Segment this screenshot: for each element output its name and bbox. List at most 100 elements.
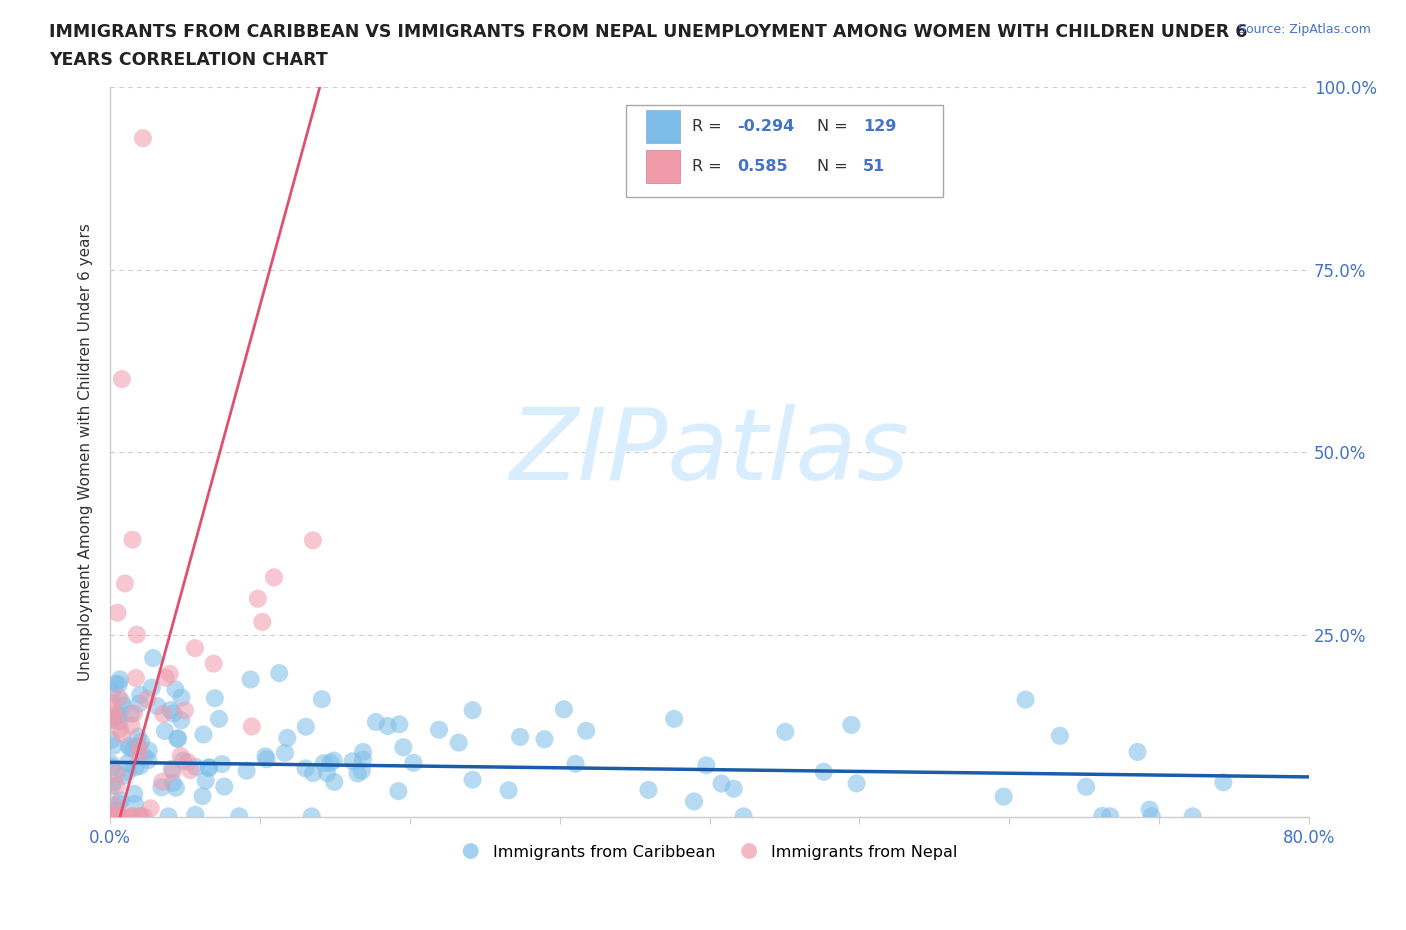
Point [637,782,659,797]
Point [198,760,221,775]
Point [155,671,177,685]
Point [388,717,411,732]
Point [125,671,148,685]
Point [166,731,188,746]
Point [184,760,207,775]
Point [461,772,484,787]
Point [256,751,278,766]
Point [683,794,706,809]
Point [157,809,180,824]
Point [118,740,141,755]
Point [342,754,364,769]
Point [165,780,187,795]
Point [128,747,150,762]
Point [575,724,598,738]
Point [179,763,201,777]
FancyBboxPatch shape [645,150,679,183]
Point [139,801,162,816]
Text: Source: ZipAtlas.com: Source: ZipAtlas.com [1237,23,1371,36]
Point [813,764,835,779]
Point [228,809,250,824]
Point [301,809,323,824]
Point [276,730,298,745]
Point [112,768,135,783]
Point [129,809,152,824]
Point [311,692,333,707]
Point [1014,692,1036,707]
Point [1049,728,1071,743]
Point [101,696,124,711]
Y-axis label: Unemployment Among Women with Children Under 6 years: Unemployment Among Women with Children U… [79,223,93,681]
Point [1140,809,1163,824]
Point [138,743,160,758]
Point [1212,775,1234,790]
Point [202,657,225,671]
Point [165,682,187,697]
Point [170,690,193,705]
Point [141,680,163,695]
Point [122,706,145,721]
Point [172,753,194,768]
Point [122,787,145,802]
Point [323,775,346,790]
Point [150,780,173,795]
Point [128,738,150,753]
Point [100,712,122,727]
Point [108,714,131,729]
Point [103,797,125,812]
Point [295,719,318,734]
Point [319,755,342,770]
Point [246,591,269,606]
Point [104,710,127,724]
Point [346,766,368,781]
Point [427,723,450,737]
Point [112,809,135,824]
Point [1091,808,1114,823]
Legend: Immigrants from Caribbean, Immigrants from Nepal: Immigrants from Caribbean, Immigrants fr… [461,844,957,860]
Point [103,738,125,753]
Point [235,764,257,778]
Point [167,731,190,746]
Point [100,809,122,824]
Point [169,749,191,764]
Point [447,736,470,751]
Point [252,615,274,630]
Point [121,718,143,733]
Point [132,809,155,824]
Point [134,749,156,764]
Point [124,796,146,811]
Point [107,796,129,811]
Point [100,685,122,700]
Point [775,724,797,739]
Point [111,698,134,713]
Point [146,698,169,713]
FancyBboxPatch shape [626,105,943,196]
Point [162,706,184,721]
Point [160,762,183,777]
Point [103,808,125,823]
Point [723,781,745,796]
Point [845,776,868,790]
Point [100,779,122,794]
FancyBboxPatch shape [645,110,679,142]
Text: IMMIGRANTS FROM CARIBBEAN VS IMMIGRANTS FROM NEPAL UNEMPLOYMENT AMONG WOMEN WITH: IMMIGRANTS FROM CARIBBEAN VS IMMIGRANTS … [49,23,1247,41]
Point [239,672,262,687]
Point [153,724,176,738]
Point [254,749,277,764]
Point [128,809,150,824]
Point [402,755,425,770]
Point [993,790,1015,804]
Point [509,729,531,744]
Point [162,764,184,778]
Point [240,719,263,734]
Point [553,702,575,717]
Point [127,729,149,744]
Point [173,703,195,718]
Point [212,779,235,794]
Text: ZIPatlas: ZIPatlas [509,404,910,500]
Point [162,776,184,790]
Text: 0.585: 0.585 [737,159,787,174]
Point [322,753,344,768]
Point [1139,803,1161,817]
Point [142,651,165,666]
